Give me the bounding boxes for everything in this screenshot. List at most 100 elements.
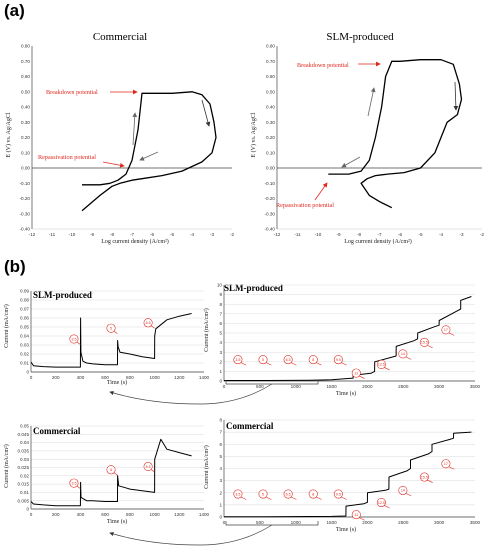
y-tick-label: 0 [219, 379, 222, 384]
x-tick-label: 1000 [149, 512, 160, 517]
x-tick-label: 600 [101, 512, 109, 517]
x-tick-label: 1000 [149, 375, 160, 380]
y-tick-label: 5 [219, 454, 222, 459]
x-tick-label: 3000 [434, 520, 445, 525]
repassivation-label: Repassivation potential [38, 154, 96, 161]
y-tick-label: 0.40 [21, 105, 30, 110]
x-tick-label: 200 [52, 512, 60, 517]
step-bubble-label: 8 [312, 492, 314, 496]
y-tick-label: 0.80 [21, 44, 30, 49]
step-bubble [308, 355, 318, 365]
y-tick-label: 0.09 [20, 289, 29, 294]
y-tick-label: 4 [219, 340, 222, 345]
step-bubble-pointer [448, 466, 455, 470]
y-tick-label: 0.70 [266, 59, 275, 64]
step-bubble-pointer [240, 362, 247, 366]
step-bubble-pointer [341, 362, 347, 366]
y-tick-label: -0.30 [265, 211, 276, 216]
zoom-connector-curve [109, 383, 273, 405]
connector-commercial [109, 521, 319, 546]
trend-arrow-back [341, 156, 361, 168]
x-axis-label: Time (s) [336, 390, 356, 397]
y-tick-label: 0.02 [20, 473, 29, 478]
step-bubble-pointer [427, 345, 433, 349]
step-bubble-pointer [384, 367, 390, 371]
y-tick-label: 6 [219, 442, 222, 447]
breakdown-label: Breakdown potential [297, 62, 349, 69]
y-tick-label: 0 [219, 515, 222, 520]
data-series-line [81, 91, 217, 212]
step-bubble-label: 14 [401, 489, 405, 493]
step-bubble-label: 6.5 [286, 358, 291, 362]
x-tick-label: -10 [69, 232, 76, 237]
step-bubble [233, 489, 243, 499]
chrono-slm-full: SLM-produced Time (s) Current (mA/cm²) 0… [203, 283, 481, 397]
step-bubble-pointer [359, 517, 365, 521]
data-series-line [30, 438, 192, 507]
step-bubble [398, 485, 408, 495]
data-series-line [224, 431, 472, 518]
step-bubble-pointer [76, 341, 81, 345]
x-tick-label: -11 [294, 232, 301, 237]
y-tick-label: 9 [219, 292, 222, 297]
chart-title: SLM-produced [326, 31, 394, 43]
step-bubble [376, 498, 386, 508]
step-bubble [351, 368, 361, 378]
y-tick-label: 0.04 [20, 440, 29, 445]
step-bubble-pointer [291, 362, 297, 366]
y-tick-label: 0.04 [20, 334, 29, 339]
y-tick-label: 2 [219, 359, 222, 364]
x-tick-label: 400 [77, 375, 85, 380]
step-bubble-label: 12.5 [378, 501, 385, 505]
chrono-slm-low: SLM-produced Time (s) Current (mA/cm²) 0… [3, 289, 210, 386]
repassivation-label: Repassivation potential [276, 202, 334, 209]
step-bubble [283, 489, 293, 499]
y-axis-label: Current (mA/cm²) [3, 304, 10, 348]
chart-title: Commercial [93, 31, 147, 43]
step-bubble [233, 355, 243, 365]
x-tick-label: -4 [190, 232, 195, 237]
step-bubble [308, 489, 318, 499]
x-tick-label: -12 [29, 232, 36, 237]
polarization-commercial: Commercial Log current density (A/cm²) E… [5, 31, 234, 245]
step-bubble [258, 489, 268, 499]
chrono-commercial-full: Commercial Time (s) Current (mA/cm²) 0 50… [203, 418, 481, 533]
x-tick-label: -9 [90, 232, 95, 237]
x-tick-label: -10 [315, 232, 322, 237]
y-tick-label: 0.05 [20, 325, 29, 330]
repassivation-annotation: Repassivation potential [276, 182, 334, 209]
y-tick-label: -0.10 [265, 181, 276, 186]
x-tick-label: -5 [418, 232, 423, 237]
step-bubble-label: 6.5 [146, 465, 151, 469]
step-bubble [69, 334, 79, 344]
y-tick-label: 0.30 [21, 120, 30, 125]
x-tick-label: 0 [30, 375, 33, 380]
step-bubble-label: 5 [110, 327, 112, 331]
x-tick-label: -2 [480, 232, 485, 237]
step-bubble-pointer [448, 332, 455, 336]
y-tick-label: 0.20 [266, 135, 275, 140]
step-bubble-label: 15.5 [421, 475, 428, 479]
step-bubble [398, 349, 408, 359]
y-tick-label: 2 [219, 490, 222, 495]
repassivation-arrow [314, 182, 328, 201]
y-axis-label: E (V) vs. Ag/AgCl [250, 112, 257, 157]
chart-title: Commercial [33, 426, 81, 436]
y-tick-label: 0.02 [20, 352, 29, 357]
step-bubble-label: 5 [262, 358, 264, 362]
x-tick-label: 1200 [174, 512, 185, 517]
step-bubble-label: 3.5 [235, 358, 240, 362]
step-bubble [333, 489, 343, 499]
x-tick-label: 3500 [470, 384, 481, 389]
step-bubble-label: 3.5 [71, 481, 76, 485]
y-tick-label: 10 [217, 283, 223, 288]
step-bubble-label: 9.5 [336, 358, 341, 362]
y-tick-label: 0.10 [266, 150, 275, 155]
step-bubble [143, 318, 153, 328]
step-bubble-pointer [150, 469, 155, 473]
polarization-slm: SLM-produced Log current density (A/cm²)… [250, 31, 484, 245]
x-tick-label: -7 [377, 232, 382, 237]
chrono-commercial-low: Commercial Time (s) Current (mA/cm²) 0 20… [3, 424, 210, 525]
x-tick-label: 3000 [434, 384, 445, 389]
